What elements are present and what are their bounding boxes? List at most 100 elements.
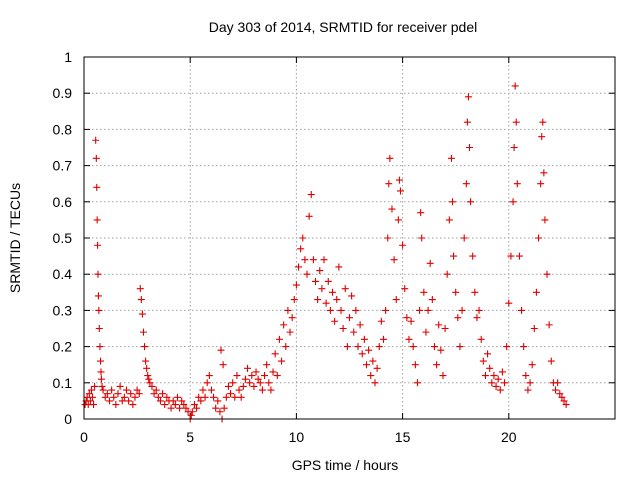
data-point	[479, 357, 487, 365]
y-tick-label: 0.3	[53, 302, 73, 318]
data-point	[91, 382, 99, 390]
data-point	[333, 296, 341, 304]
data-point	[167, 404, 175, 412]
data-point	[358, 350, 366, 358]
data-point	[556, 390, 564, 398]
data-point	[129, 401, 137, 409]
data-point	[301, 256, 309, 264]
data-point	[503, 343, 511, 351]
data-point	[135, 390, 143, 398]
data-point	[367, 372, 375, 380]
data-point	[526, 379, 534, 387]
data-point	[392, 296, 400, 304]
data-point	[539, 118, 547, 126]
x-tick-label: 15	[395, 429, 411, 445]
data-point	[227, 390, 235, 398]
data-point	[199, 386, 207, 394]
data-point	[220, 404, 228, 412]
data-point	[286, 328, 294, 336]
data-point	[384, 234, 392, 242]
data-point	[201, 393, 209, 401]
x-tick-label: 10	[289, 429, 305, 445]
data-point	[131, 393, 139, 401]
data-point	[467, 198, 475, 206]
data-point	[142, 357, 150, 365]
data-point	[426, 259, 434, 267]
data-point	[97, 368, 105, 376]
data-point	[409, 343, 417, 351]
x-tick-label: 5	[186, 429, 194, 445]
data-point	[103, 390, 111, 398]
data-point	[475, 306, 483, 314]
data-point	[133, 386, 141, 394]
data-point	[303, 270, 311, 278]
data-point	[522, 372, 530, 380]
data-point	[562, 401, 570, 409]
data-point	[122, 386, 130, 394]
data-point	[510, 144, 518, 151]
data-point	[518, 306, 526, 314]
data-point	[329, 288, 337, 296]
data-point	[173, 393, 181, 401]
data-point	[190, 401, 198, 409]
data-point	[537, 180, 545, 188]
data-point	[96, 343, 104, 351]
data-point	[98, 382, 106, 390]
data-point	[229, 379, 237, 387]
data-point	[182, 404, 190, 412]
data-point	[316, 267, 324, 275]
data-point	[150, 390, 158, 398]
data-point	[538, 133, 546, 141]
data-point	[176, 404, 184, 412]
data-point	[339, 325, 347, 332]
data-point	[110, 393, 118, 401]
data-point	[171, 401, 179, 409]
data-point	[216, 408, 224, 416]
data-point	[462, 180, 470, 188]
data-point	[141, 343, 149, 351]
data-point	[375, 343, 383, 351]
data-point	[505, 299, 513, 307]
data-point	[532, 288, 540, 296]
data-point	[454, 314, 462, 322]
y-tick-label: 1	[64, 49, 72, 65]
y-tick-label: 0.9	[53, 85, 73, 101]
data-point	[280, 321, 288, 329]
data-point	[93, 216, 101, 224]
data-point	[210, 393, 218, 401]
data-point	[92, 136, 100, 144]
data-point	[275, 335, 283, 343]
data-point	[385, 180, 393, 188]
data-point	[463, 118, 471, 126]
data-point	[509, 198, 517, 206]
data-point	[254, 375, 262, 383]
data-point	[545, 321, 553, 329]
data-point	[326, 306, 334, 314]
data-point	[239, 382, 247, 390]
data-point	[469, 252, 477, 260]
data-point	[320, 256, 328, 264]
data-point	[554, 379, 562, 387]
data-point	[354, 343, 362, 351]
data-point	[263, 361, 271, 369]
data-point	[343, 343, 351, 351]
data-point	[93, 183, 101, 191]
data-point	[405, 335, 413, 343]
data-point	[261, 372, 269, 380]
data-point	[369, 357, 377, 365]
data-point	[430, 343, 438, 351]
data-point	[417, 209, 425, 217]
plot-frame	[83, 56, 616, 420]
data-point	[188, 408, 196, 416]
data-point	[212, 404, 220, 412]
data-point	[428, 296, 436, 304]
data-point	[154, 393, 162, 401]
data-point	[250, 382, 258, 390]
data-point	[295, 263, 303, 271]
data-point	[435, 321, 443, 329]
y-tick-label: 0.5	[53, 230, 73, 246]
data-point	[305, 212, 313, 220]
data-point	[492, 382, 500, 390]
data-points	[81, 82, 570, 423]
